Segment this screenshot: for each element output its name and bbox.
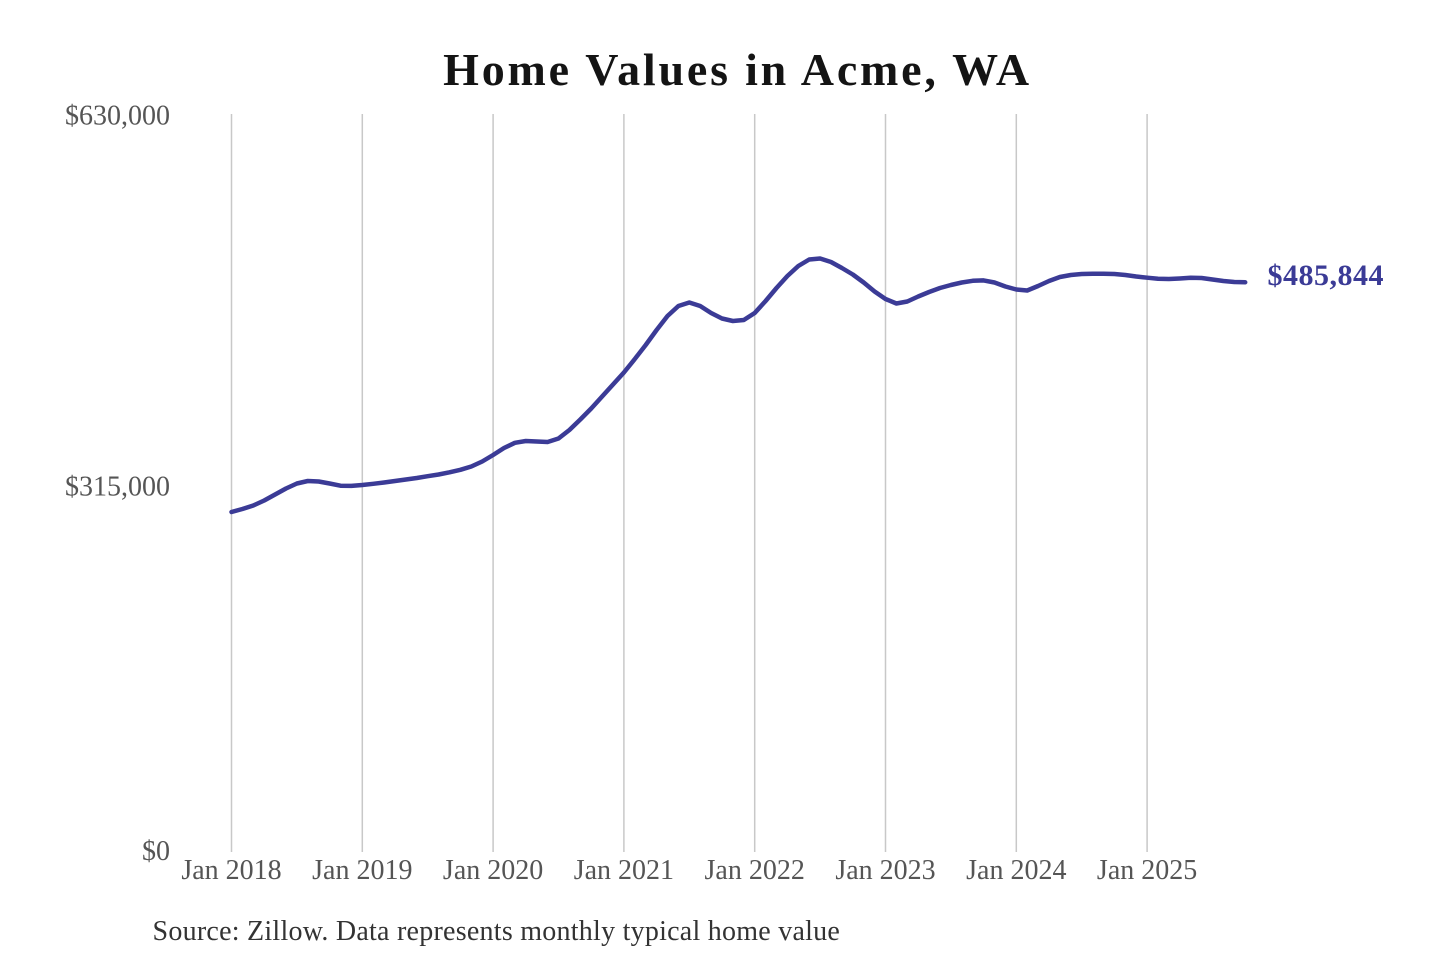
svg-text:Jan 2023: Jan 2023: [835, 855, 935, 886]
svg-text:$0: $0: [142, 836, 170, 867]
svg-text:Jan 2018: Jan 2018: [181, 855, 281, 886]
svg-text:Jan 2019: Jan 2019: [312, 855, 412, 886]
svg-text:Jan 2022: Jan 2022: [705, 855, 805, 886]
svg-text:$315,000: $315,000: [65, 472, 170, 503]
svg-text:Source: Zillow. Data represent: Source: Zillow. Data represents monthly …: [153, 916, 841, 947]
svg-text:Jan 2021: Jan 2021: [574, 855, 674, 886]
svg-text:Jan 2025: Jan 2025: [1097, 855, 1197, 886]
svg-text:$485,844: $485,844: [1268, 259, 1385, 292]
svg-text:Jan 2024: Jan 2024: [966, 855, 1066, 886]
svg-text:Home Values in Acme, WA: Home Values in Acme, WA: [443, 44, 1032, 95]
svg-text:Jan 2020: Jan 2020: [443, 855, 543, 886]
svg-text:$630,000: $630,000: [65, 101, 170, 132]
